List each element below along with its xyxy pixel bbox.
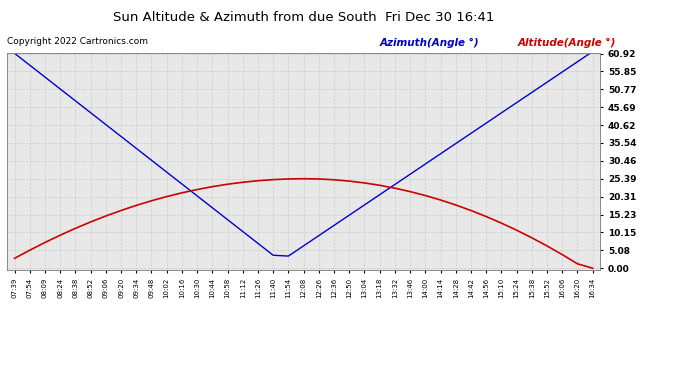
Text: Sun Altitude & Azimuth from due South  Fri Dec 30 16:41: Sun Altitude & Azimuth from due South Fr…	[113, 11, 494, 24]
Text: Copyright 2022 Cartronics.com: Copyright 2022 Cartronics.com	[7, 38, 148, 46]
Text: Altitude(Angle °): Altitude(Angle °)	[518, 38, 616, 48]
Text: Azimuth(Angle °): Azimuth(Angle °)	[380, 38, 479, 48]
